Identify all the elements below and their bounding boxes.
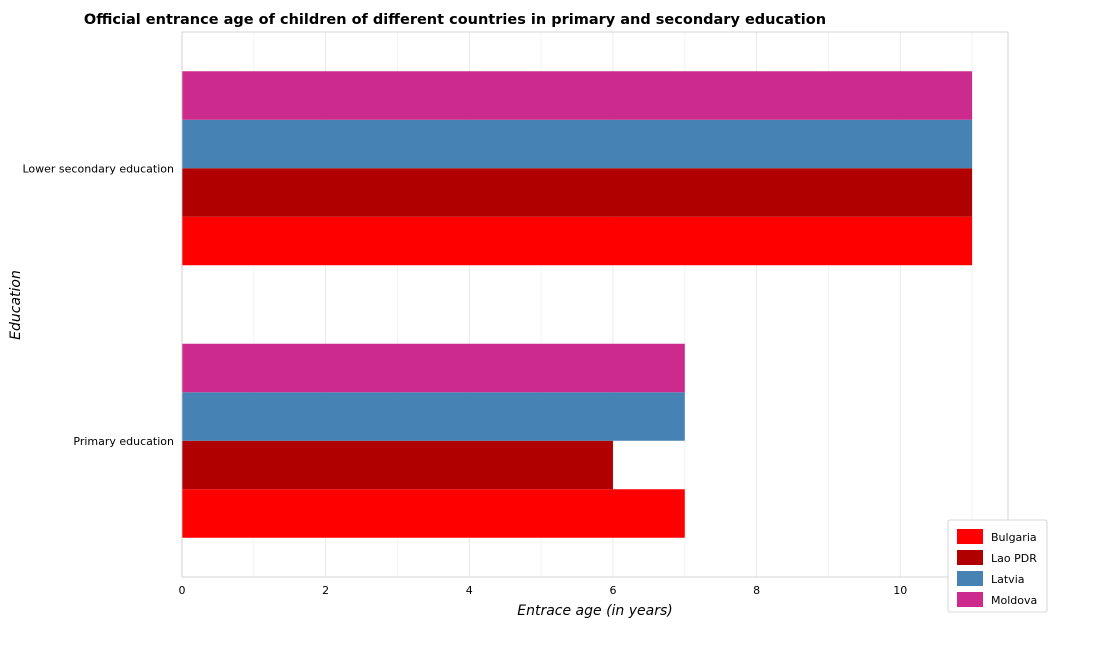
y-category-label: Primary education xyxy=(73,435,174,448)
x-tick-label: 0 xyxy=(179,584,186,597)
bar xyxy=(182,392,685,441)
legend-swatch xyxy=(957,550,983,565)
y-categories: Lower secondary education Primary educati… xyxy=(22,162,174,448)
x-tick-label: 8 xyxy=(753,584,760,597)
legend-swatch xyxy=(957,592,983,607)
bars xyxy=(182,71,973,538)
legend-label: Latvia xyxy=(991,573,1025,586)
bar xyxy=(182,216,973,266)
legend-swatch xyxy=(957,571,983,586)
x-tick-label: 4 xyxy=(466,584,473,597)
legend-label: Bulgaria xyxy=(991,531,1037,544)
legend-label: Lao PDR xyxy=(991,552,1037,565)
bar xyxy=(182,168,973,217)
bar xyxy=(182,71,973,120)
bar xyxy=(182,489,685,538)
chart-title: Official entrance age of children of dif… xyxy=(84,12,826,28)
x-axis-label: Entrace age (in years) xyxy=(517,603,673,619)
bar xyxy=(182,119,973,169)
legend-swatch xyxy=(957,529,983,544)
y-category-label: Lower secondary education xyxy=(22,162,174,175)
legend-label: Moldova xyxy=(991,594,1037,607)
bar xyxy=(182,440,613,490)
plot-frame xyxy=(181,31,1009,578)
x-tick-label: 6 xyxy=(609,584,616,597)
x-tick-label: 10 xyxy=(893,584,907,597)
bar xyxy=(182,343,685,393)
y-axis-label: Education xyxy=(8,270,24,340)
x-ticks: 0 2 4 6 8 10 xyxy=(179,584,908,597)
legend: Bulgaria Lao PDR Latvia Moldova xyxy=(947,519,1048,613)
x-tick-label: 2 xyxy=(322,584,329,597)
